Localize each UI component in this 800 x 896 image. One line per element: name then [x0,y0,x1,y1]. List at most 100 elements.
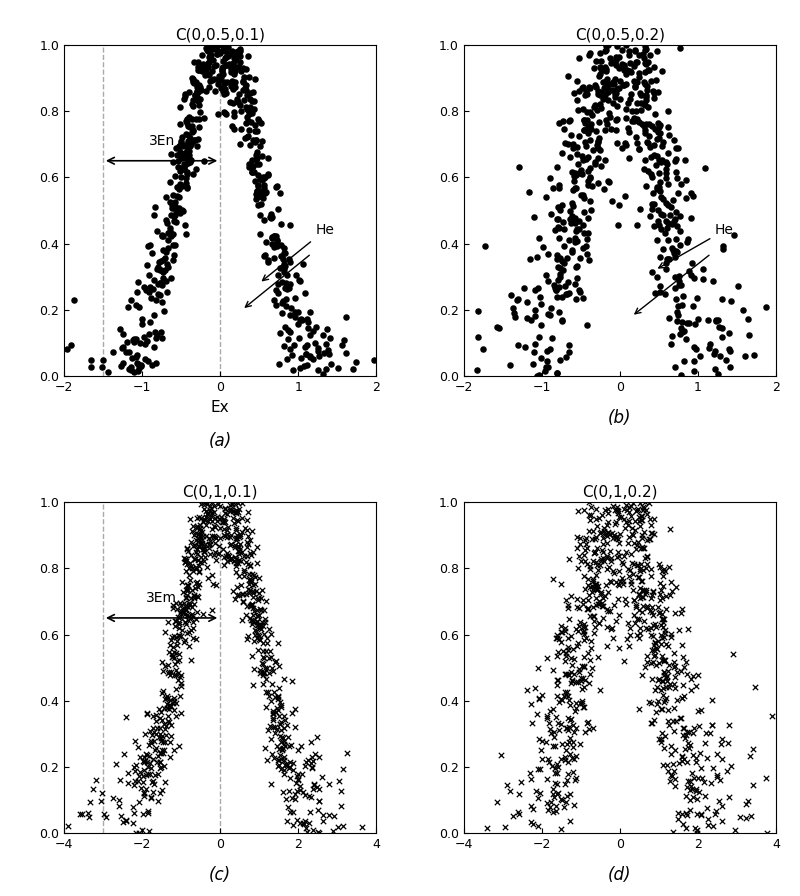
Point [154,711,166,726]
Point [632,603,645,617]
Point [597,551,610,565]
Point [157,243,170,257]
Point [625,547,638,561]
Point [572,675,585,689]
Point [174,170,187,185]
Point [203,49,216,64]
Point [147,710,160,724]
Point [228,122,241,136]
Point [676,691,689,705]
Point [181,111,194,125]
Point [181,589,194,603]
Point [668,724,681,738]
Point [226,73,238,88]
Point [550,710,562,724]
Point [591,650,604,664]
Point [256,170,269,185]
Point [542,360,554,375]
Point [145,790,158,805]
Point [584,667,597,681]
Point [274,186,286,201]
Point [322,777,335,791]
Point [191,83,204,98]
Point [296,767,309,781]
Point [321,323,334,337]
Point [551,788,564,802]
Point [221,547,234,561]
Point [646,197,658,211]
Point [565,674,578,688]
Point [161,285,174,299]
Point [350,355,362,369]
Point [173,189,186,203]
Point [540,796,553,810]
Point [138,330,150,344]
Point [152,748,165,762]
Point [178,599,191,613]
Point [622,616,634,631]
Point [293,331,306,345]
Point [285,301,298,315]
Point [153,288,166,302]
Point [278,750,290,764]
Point [240,78,253,92]
Point [245,613,258,627]
Point [558,222,570,237]
Point [154,276,166,290]
Point [182,598,195,612]
Point [247,601,260,616]
Point [259,248,272,263]
Point [552,786,565,800]
Point [255,184,268,198]
Point [572,51,585,65]
Point [681,235,694,249]
Point [525,771,538,786]
Point [687,771,700,786]
Text: He: He [262,223,334,280]
Point [170,215,182,229]
Point [233,569,246,583]
Point [622,151,635,166]
Point [258,627,270,642]
Point [590,590,602,605]
Point [225,537,238,551]
Point [637,541,650,556]
Point [562,69,574,83]
Point [222,40,234,55]
Point [148,777,161,791]
Point [178,555,191,569]
Point [597,74,610,89]
Point [193,564,206,578]
Point [587,61,600,75]
Point [585,633,598,648]
Point [585,578,598,592]
Point [163,175,176,189]
Point [306,749,318,763]
Point [271,753,284,767]
Point [582,602,594,616]
Point [194,497,207,512]
Point [647,220,660,234]
Point [166,650,178,664]
Point [649,617,662,632]
Point [604,110,617,125]
Point [609,504,622,518]
Point [632,558,645,573]
Point [579,724,592,738]
Point [633,588,646,602]
Point [615,43,628,57]
Point [146,720,159,735]
Point [628,536,641,550]
Point [300,338,313,352]
Point [213,73,226,87]
Point [165,699,178,713]
Point [292,772,305,787]
Point [235,545,248,559]
Point [619,521,632,536]
Point [570,721,583,736]
Point [638,65,651,79]
Point [612,591,625,606]
Point [289,310,302,324]
Point [642,63,655,77]
Point [638,39,651,54]
